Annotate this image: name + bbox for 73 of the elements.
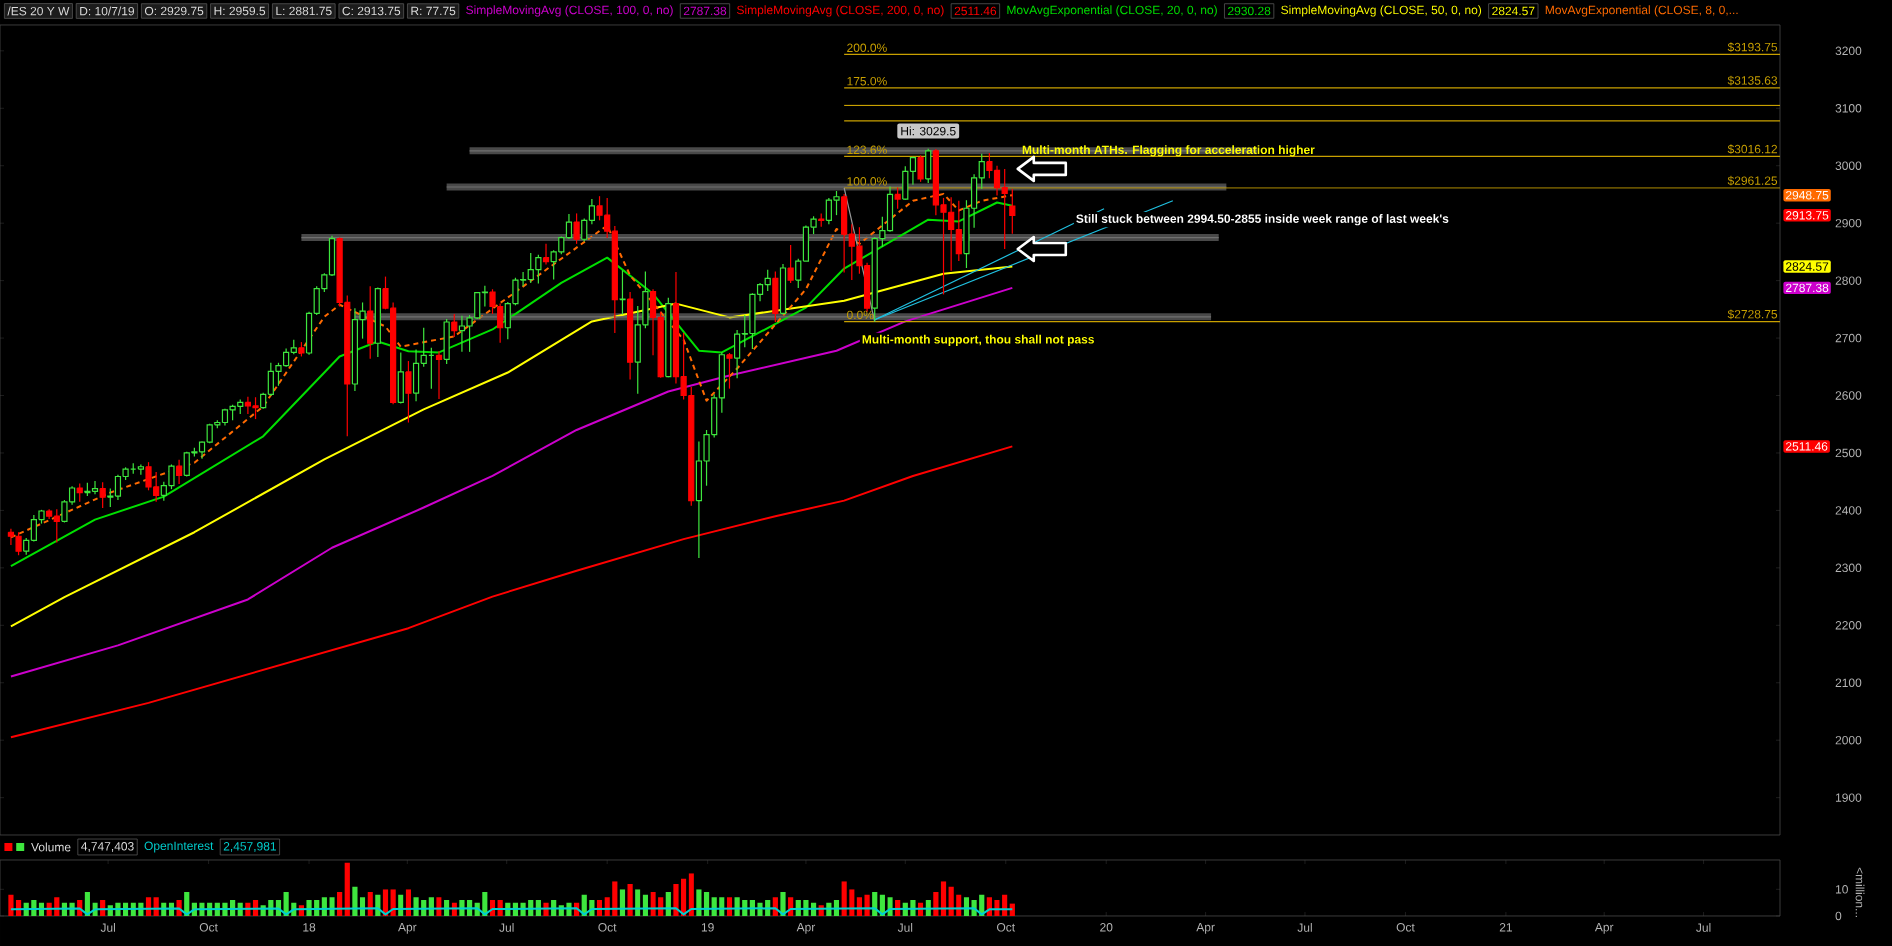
text: 2511.46 [1786,442,1828,451]
y-tick-label: 1900 [1835,793,1862,802]
text: 2948.75 [1786,190,1829,200]
text: 2511.46 [954,6,997,16]
x-tick-label: 20 [1100,923,1113,932]
text: MovAvgExponential (CLOSE, 20, 0, no) [1007,5,1217,17]
y-axis-title: <million... [1855,867,1865,917]
text: SimpleMovingAvg (CLOSE, 200, 0, no) [737,5,944,17]
text: 2787.38 [1786,283,1829,293]
text: 2787.38 [683,6,727,16]
x-tick-label: Oct [1396,923,1415,932]
x-tick-label: 21 [1499,923,1512,932]
x-tick-label: Apr [398,923,417,934]
text: SimpleMovingAvg (CLOSE, 50, 0, no) [1281,5,1482,17]
text: MovAvgExponential (CLOSE, 8, 0,... [1545,5,1738,17]
text: O: 2929.75 [144,6,204,16]
x-tick-label: Oct [199,923,218,932]
y-tick-label: 10 [1835,885,1848,894]
y-tick-label: 0 [1835,911,1842,921]
y-tick-label: 2000 [1835,735,1862,745]
annotation: 0.0% [847,310,874,320]
x-tick-label: 19 [701,923,714,932]
y-tick-label: 2600 [1835,391,1862,400]
x-tick-label: Apr [796,923,816,934]
x-tick-label: Jul [499,923,514,932]
y-tick-label: 2200 [1835,621,1862,630]
text: D: 10/7/19 [80,6,135,16]
data-label: $3193.75 [1727,42,1778,53]
data-label: $2728.75 [1727,309,1778,320]
text: 2930.28 [1228,6,1271,16]
x-tick-label: Jul [1297,923,1312,932]
x-tick-label: 18 [303,923,316,932]
text: L: 2881.75 [276,6,332,16]
data-label: $3016.12 [1727,144,1778,155]
y-tick-label: 3100 [1835,104,1862,113]
y-tick-label: 2700 [1835,333,1862,343]
x-tick-label: Oct [996,923,1016,932]
text: /ES 20 Y W [7,6,70,16]
x-tick-label: Jul [1696,923,1711,932]
text: R: 77.75 [411,6,456,16]
annotation: Multi-month support, thou shall not pass [862,334,1094,346]
y-tick-label: 2100 [1835,678,1862,688]
annotation: 100.0% [847,177,887,186]
y-tick-label: 2900 [1835,218,1862,228]
annotation: 123.6% [847,145,887,155]
annotation: 175.0% [847,76,887,86]
text: H: 2959.5 [214,6,266,16]
x-tick-label: Apr [1594,923,1614,934]
annotation: Hi: 3029.5 [901,126,956,136]
y-tick-label: 2500 [1835,448,1862,458]
annotation: Multi-month ATHs. Flagging for acceleration higher [1022,145,1315,157]
x-tick-label: Jul [897,923,913,932]
y-tick-label: 3200 [1835,46,1862,56]
legend-label: Volume [31,842,71,852]
y-tick-label: 2300 [1835,563,1862,573]
text: 2824.57 [1786,262,1829,271]
text: 4,747,403 [81,842,134,852]
y-tick-label: 3000 [1835,161,1862,170]
text: OpenInterest [144,841,214,853]
text: 2913.75 [1786,211,1829,220]
data-label: $2961.25 [1727,175,1778,186]
data-label: $3135.63 [1727,75,1778,86]
text: 2824.57 [1492,6,1535,16]
x-tick-label: Oct [598,923,617,932]
text: 2,457,981 [223,842,276,852]
text: C: 2913.75 [342,6,401,16]
y-tick-label: 2400 [1835,506,1862,515]
annotation: Still stuck between 2994.50-2855 inside week range of last week's [1076,214,1449,226]
annotation: 200.0% [847,43,887,53]
x-tick-label: Apr [1196,923,1215,934]
text: SimpleMovingAvg (CLOSE, 100, 0, no) [466,5,673,17]
y-tick-label: 2800 [1835,276,1862,285]
x-tick-label: Jul [100,923,115,932]
